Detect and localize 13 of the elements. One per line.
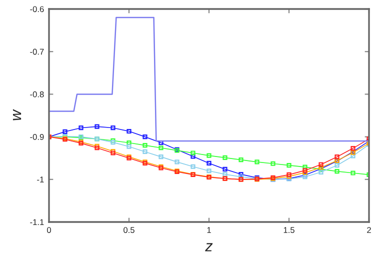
y-tick-label: -0.8 <box>30 91 44 98</box>
x-tick-label: 2 <box>367 227 371 233</box>
x-tick-label: 0 <box>47 227 51 233</box>
y-tick-label: -0.7 <box>30 48 44 55</box>
x-tick-label: 0.5 <box>124 227 134 233</box>
y-tick-label: -0.9 <box>30 134 44 140</box>
y-tick-label: -1 <box>37 176 44 182</box>
x-tick-label: 1 <box>207 227 211 233</box>
y-axis-title: w <box>12 109 22 120</box>
y-tick-label: -1.1 <box>30 219 44 226</box>
x-tick-label: 1.5 <box>284 227 294 233</box>
y-tick-label: -0.6 <box>30 6 44 12</box>
x-axis-title: z <box>205 243 213 252</box>
